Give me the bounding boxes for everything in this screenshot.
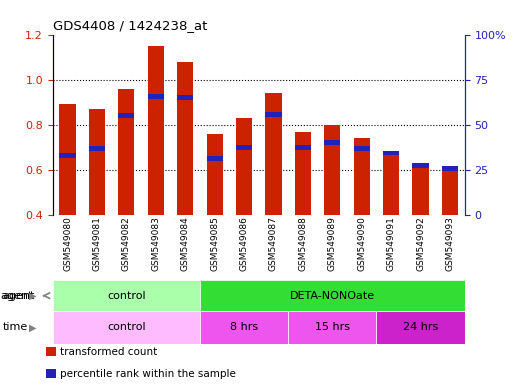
Bar xyxy=(324,125,341,215)
Text: GSM549093: GSM549093 xyxy=(446,216,455,271)
Bar xyxy=(89,109,105,215)
Text: transformed count: transformed count xyxy=(60,347,157,357)
Bar xyxy=(46,369,56,378)
Text: GDS4408 / 1424238_at: GDS4408 / 1424238_at xyxy=(53,19,207,32)
Bar xyxy=(354,138,370,215)
Bar xyxy=(118,89,135,215)
Text: agent: agent xyxy=(0,291,32,301)
Bar xyxy=(266,112,281,117)
Bar xyxy=(200,311,288,344)
Bar xyxy=(60,104,76,215)
Text: 24 hrs: 24 hrs xyxy=(403,322,438,333)
Bar xyxy=(266,93,281,215)
Bar xyxy=(442,170,458,215)
Text: GSM549082: GSM549082 xyxy=(122,216,131,271)
Bar xyxy=(148,46,164,215)
Bar xyxy=(354,146,370,151)
Bar xyxy=(288,311,376,344)
Bar xyxy=(295,145,311,150)
Text: GSM549083: GSM549083 xyxy=(151,216,161,271)
Bar xyxy=(206,156,223,161)
Bar xyxy=(324,141,341,145)
Text: control: control xyxy=(107,322,146,333)
Bar xyxy=(236,145,252,150)
Text: GSM549089: GSM549089 xyxy=(328,216,337,271)
Text: agent: agent xyxy=(3,291,35,301)
Bar xyxy=(236,118,252,215)
Bar xyxy=(177,95,193,100)
Bar xyxy=(177,62,193,215)
Text: percentile rank within the sample: percentile rank within the sample xyxy=(60,369,236,379)
Bar xyxy=(412,163,429,168)
Bar xyxy=(148,94,164,99)
Bar xyxy=(383,152,399,215)
Bar xyxy=(295,132,311,215)
Bar xyxy=(442,166,458,171)
Bar xyxy=(89,146,105,151)
Text: control: control xyxy=(107,291,146,301)
Text: 15 hrs: 15 hrs xyxy=(315,322,350,333)
Text: GSM549080: GSM549080 xyxy=(63,216,72,271)
Text: time: time xyxy=(3,322,28,333)
Text: ▶: ▶ xyxy=(29,291,36,301)
Bar xyxy=(53,280,200,311)
Bar xyxy=(206,134,223,215)
Text: 8 hrs: 8 hrs xyxy=(230,322,258,333)
Text: GSM549081: GSM549081 xyxy=(92,216,101,271)
Bar xyxy=(118,113,135,118)
Text: DETA-NONOate: DETA-NONOate xyxy=(290,291,375,301)
Text: GSM549090: GSM549090 xyxy=(357,216,366,271)
Text: GSM549088: GSM549088 xyxy=(298,216,307,271)
Text: GSM549092: GSM549092 xyxy=(416,216,425,271)
Text: GSM549085: GSM549085 xyxy=(210,216,219,271)
Bar xyxy=(383,151,399,156)
Text: ▶: ▶ xyxy=(29,322,36,333)
Bar xyxy=(412,166,429,215)
Bar xyxy=(60,153,76,158)
Bar xyxy=(376,311,465,344)
Bar xyxy=(46,347,56,356)
Text: GSM549087: GSM549087 xyxy=(269,216,278,271)
Bar xyxy=(53,311,200,344)
Bar xyxy=(200,280,465,311)
Text: GSM549091: GSM549091 xyxy=(386,216,395,271)
Text: GSM549084: GSM549084 xyxy=(181,216,190,271)
Text: GSM549086: GSM549086 xyxy=(240,216,249,271)
